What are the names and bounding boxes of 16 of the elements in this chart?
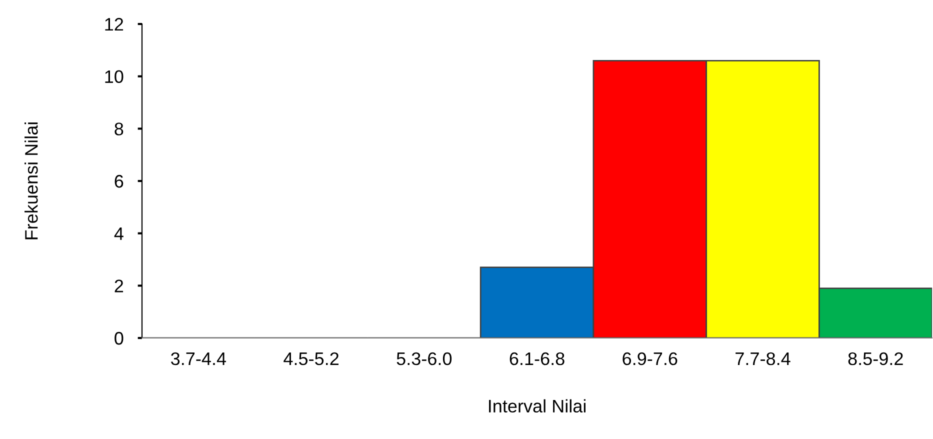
y-tick-label: 12 <box>105 18 124 31</box>
x-tick-label: 5.3-6.0 <box>396 352 452 366</box>
y-tick-label: 10 <box>105 70 124 84</box>
y-tick-label: 4 <box>114 227 124 240</box>
y-axis-title: Frekuensi Nilai <box>24 122 38 240</box>
x-tick-label: 7.7-8.4 <box>736 352 790 366</box>
y-tick-label: 6 <box>114 174 124 188</box>
y-tick-label: 8 <box>114 122 124 136</box>
x-tick-label: 8.5-9.2 <box>848 352 903 366</box>
y-tick-label: 0 <box>114 332 124 345</box>
x-tick-label: 3.7-4.4 <box>171 352 226 366</box>
x-tick-label: 6.9-7.6 <box>622 352 678 366</box>
x-tick-label: 4.5-5.2 <box>284 352 338 366</box>
y-tick-label: 2 <box>114 280 124 292</box>
x-axis-title: Interval Nilai <box>489 399 586 413</box>
x-tick-label: 6.1-6.8 <box>510 352 564 366</box>
